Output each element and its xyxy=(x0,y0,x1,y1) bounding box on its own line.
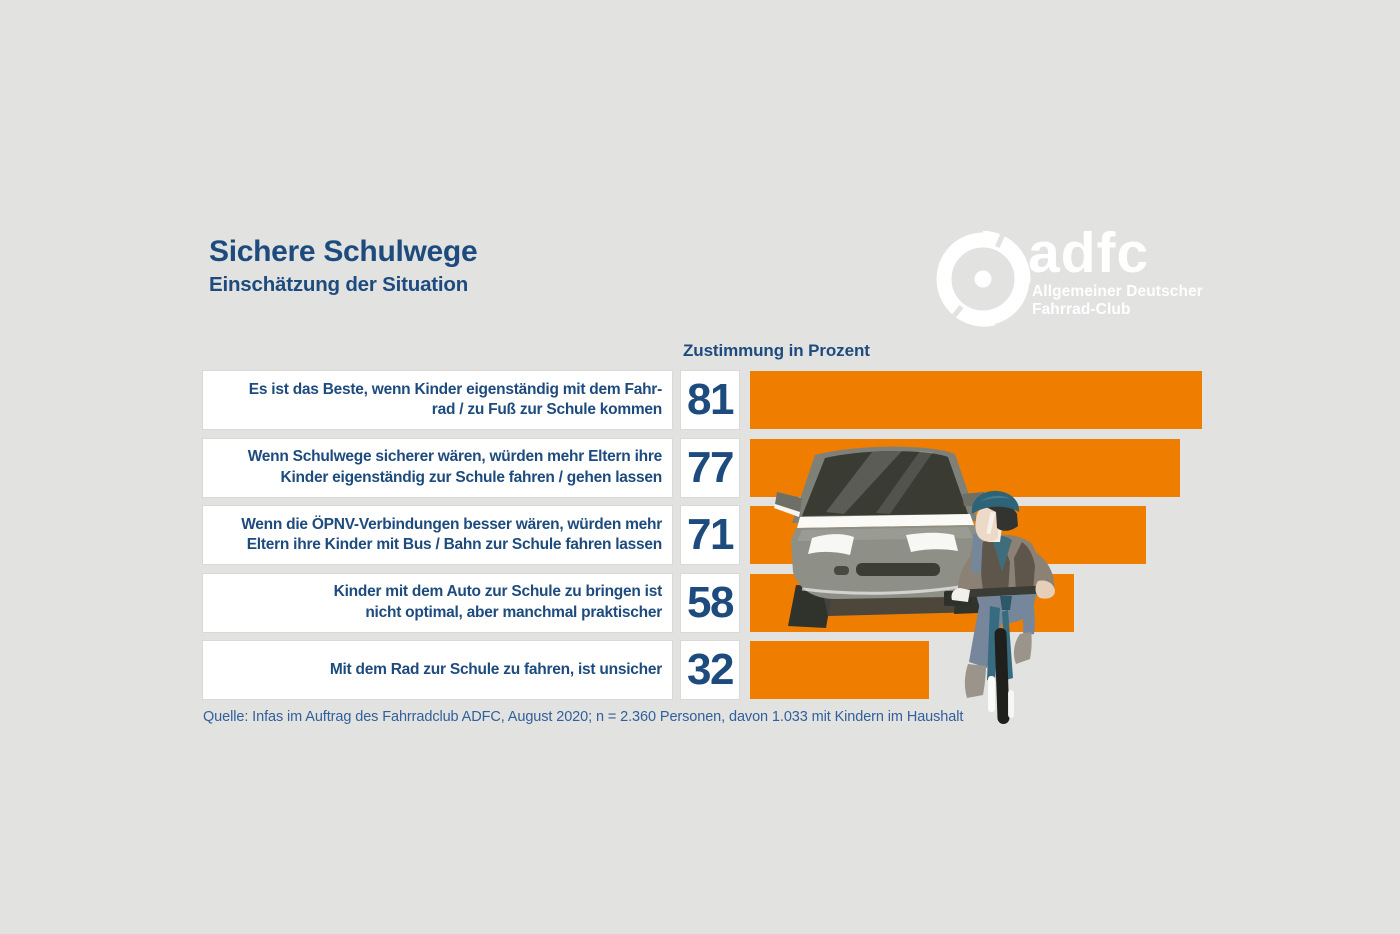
statement-label: Wenn die ÖPNV-Verbindungen besser wären,… xyxy=(203,506,672,564)
statement-line: Kinder eigenständig zur Schule fahren / … xyxy=(280,468,663,486)
statement-line: Eltern ihre Kinder mit Bus / Bahn zur Sc… xyxy=(246,536,663,553)
statement-line: Wenn die ÖPNV-Verbindungen besser wären,… xyxy=(241,515,662,533)
car-and-child-cyclist-illustration xyxy=(774,446,1055,724)
table-row: Mit dem Rad zur Schule zu fahren, ist un… xyxy=(203,641,1202,699)
statement-line: Mit dem Rad zur Schule zu fahren, ist un… xyxy=(329,660,662,678)
page-title: Sichere Schulwege xyxy=(209,235,478,268)
statement-line: nicht optimal, aber manchmal praktischer xyxy=(365,603,662,621)
statement-line: Kinder mit dem Auto zur Schule zu bringe… xyxy=(333,583,663,600)
value-column-header: Zustimmung in Prozent xyxy=(683,341,870,360)
table-row: Es ist das Beste, wenn Kinder eigenständ… xyxy=(203,371,1202,429)
value-label: 77 xyxy=(681,438,739,497)
statement-label: Es ist das Beste, wenn Kinder eigenständ… xyxy=(203,371,672,429)
bar xyxy=(750,371,1202,429)
statement-label: Mit dem Rad zur Schule zu fahren, ist un… xyxy=(203,641,672,699)
adfc-logo-wordmark: adfc xyxy=(1028,221,1150,285)
value-label: 58 xyxy=(681,573,739,632)
value-label: 81 xyxy=(681,371,739,429)
value-label: 32 xyxy=(681,641,739,699)
statement-label: Wenn Schulwege sicherer wären, würden me… xyxy=(203,438,672,497)
car-illustration xyxy=(774,446,1006,628)
page-subtitle: Einschätzung der Situation xyxy=(209,273,469,296)
statement-label: Kinder mit dem Auto zur Schule zu bringe… xyxy=(203,573,672,632)
adfc-logo-subtitle: Allgemeiner Deutscher Fahrrad-Club xyxy=(1032,283,1203,318)
statement-line: Es ist das Beste, wenn Kinder eigenständ… xyxy=(248,380,662,398)
cyclist-illustration xyxy=(944,490,1055,724)
adfc-logo-subtitle-line2: Fahrrad-Club xyxy=(1032,300,1131,318)
adfc-wheel-icon xyxy=(936,230,1031,327)
bar xyxy=(750,641,929,699)
table-row: Wenn Schulwege sicherer wären, würden me… xyxy=(203,438,1202,497)
source-caption: Quelle: Infas im Auftrag des Fahrradclub… xyxy=(203,709,964,725)
statement-line: rad / zu Fuß zur Schule kommen xyxy=(431,401,662,418)
statement-line: Wenn Schulwege sicherer wären, würden me… xyxy=(247,448,663,465)
value-label: 71 xyxy=(681,506,739,564)
adfc-logo-subtitle-line1: Allgemeiner Deutscher xyxy=(1032,283,1203,300)
